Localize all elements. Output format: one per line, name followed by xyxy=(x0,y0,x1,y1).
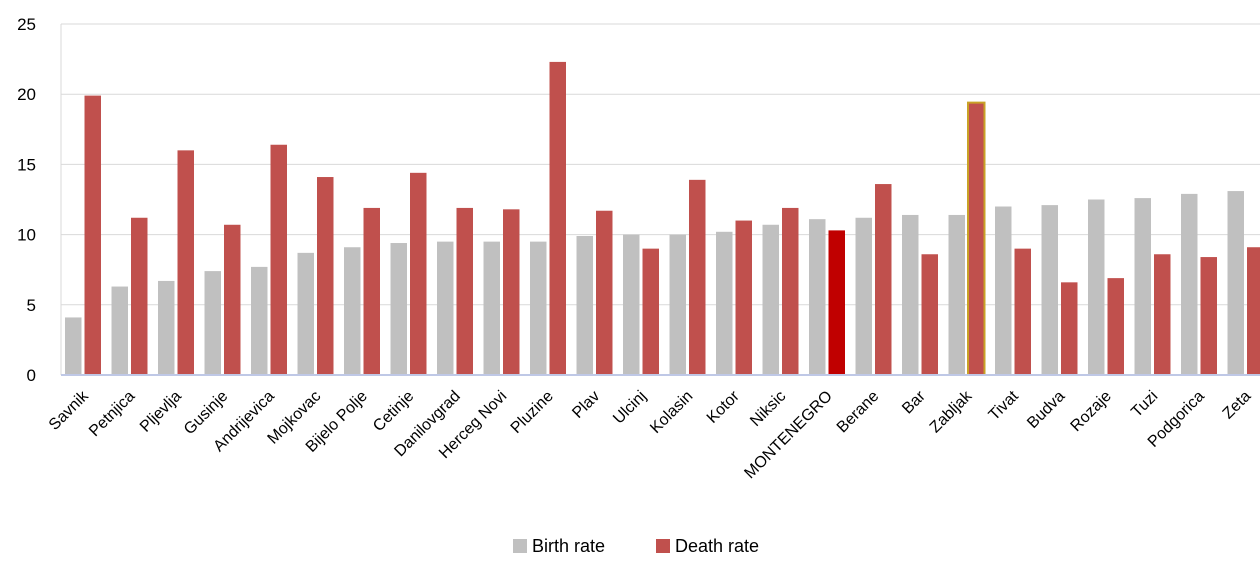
death-rate-bar xyxy=(549,61,566,376)
x-category-label: Tuzi xyxy=(1128,388,1161,421)
death-rate-bar xyxy=(317,177,334,375)
birth-rate-bar xyxy=(111,286,128,375)
death-rate-bar xyxy=(177,150,194,375)
death-rate-bar xyxy=(503,209,520,375)
birth-rate-bar xyxy=(809,219,826,375)
legend: Birth rate Death rate xyxy=(513,536,759,556)
death-rate-bar xyxy=(689,179,706,375)
x-category-label: Pluzine xyxy=(508,388,557,437)
x-category-label: Savnik xyxy=(46,387,93,434)
birth-rate-bar xyxy=(204,271,221,375)
x-category-label: Budva xyxy=(1024,388,1068,432)
birth-rate-bar xyxy=(762,224,779,375)
birth-rate-bar xyxy=(948,214,965,375)
death-rate-bar xyxy=(782,207,799,375)
death-rate-bar xyxy=(363,207,380,375)
x-category-label: Rozaje xyxy=(1068,388,1115,435)
legend-label: Death rate xyxy=(675,536,759,556)
x-category-label: Zabljak xyxy=(927,387,976,436)
y-tick-label: 5 xyxy=(27,296,36,315)
birth-rate-bar xyxy=(251,266,268,375)
y-tick-label: 20 xyxy=(17,85,36,104)
birth-rate-bar xyxy=(623,234,640,375)
x-category-label: Kotor xyxy=(704,387,744,427)
birth-rate-bar xyxy=(65,317,82,375)
birth-rate-bar xyxy=(1227,191,1244,375)
death-rate-bar xyxy=(735,220,752,375)
birth-rate-bar xyxy=(902,214,919,375)
birth-rate-bar xyxy=(297,252,314,375)
birth-rate-legend-swatch xyxy=(513,539,527,553)
death-rate-bar xyxy=(921,254,938,375)
death-rate-bar xyxy=(1107,278,1124,375)
legend-label: Birth rate xyxy=(532,536,605,556)
x-category-label: MONTENEGRO xyxy=(741,388,835,482)
x-category-label: Niksic xyxy=(747,388,789,430)
death-rate-bar xyxy=(224,224,241,375)
death-rate-bar xyxy=(1247,247,1260,375)
birth-rate-bar xyxy=(158,280,175,375)
y-axis: 0 5 10 15 20 25 xyxy=(17,15,62,385)
x-category-label: Bar xyxy=(899,387,929,417)
birth-rate-bar xyxy=(1134,198,1151,375)
birth-rate-bar xyxy=(483,241,500,375)
y-tick-label: 25 xyxy=(17,15,36,34)
death-rate-bar xyxy=(1154,254,1171,375)
birth-rate-bar xyxy=(576,236,593,375)
x-category-label: Tivat xyxy=(986,387,1023,424)
y-tick-label: 15 xyxy=(17,155,36,174)
gridlines xyxy=(61,23,1260,306)
death-rate-bar xyxy=(410,172,427,375)
death-rate-bar xyxy=(84,95,101,375)
death-rate-bar xyxy=(270,144,287,375)
birth-rate-bar xyxy=(1041,205,1058,375)
death-rate-bar xyxy=(1200,257,1217,375)
birth-rate-bar xyxy=(855,217,872,375)
x-category-label: Petnjica xyxy=(86,388,138,440)
birth-rate-bar xyxy=(344,247,361,375)
birth-rate-bar xyxy=(716,231,733,375)
death-rate-bar xyxy=(131,217,148,375)
x-axis-labels: SavnikPetnjicaPljevljaGusinjeAndrijevica… xyxy=(46,387,1255,482)
death-rate-bar xyxy=(1014,248,1031,375)
birth-rate-bar xyxy=(390,243,407,375)
birth-rate-bar xyxy=(669,234,686,375)
birth-rate-bar xyxy=(1088,199,1105,375)
birth-rate-bar xyxy=(437,241,454,375)
x-category-label: Berane xyxy=(834,388,883,437)
death-rate-bar xyxy=(1061,282,1078,375)
x-category-label: Plav xyxy=(569,388,603,422)
birth-rate-bar xyxy=(530,241,547,375)
death-rate-bar xyxy=(596,210,613,375)
x-category-label: Ulcinj xyxy=(610,388,650,428)
death-rate-legend-swatch xyxy=(656,539,670,553)
birth-rate-bar xyxy=(1181,193,1198,375)
birth-rate-bar xyxy=(995,206,1012,375)
death-rate-bar xyxy=(875,184,892,375)
x-category-label: Kolasin xyxy=(647,388,696,437)
x-category-label: Zeta xyxy=(1220,388,1255,423)
death-rate-bar xyxy=(456,207,473,375)
y-tick-label: 10 xyxy=(17,226,36,245)
y-tick-label: 0 xyxy=(27,366,36,385)
death-rate-bar xyxy=(967,101,986,377)
x-category-label: Pljevlja xyxy=(137,388,185,436)
death-rate-bar xyxy=(642,248,659,375)
death-rate-bar xyxy=(828,230,845,375)
bars xyxy=(65,61,1260,377)
